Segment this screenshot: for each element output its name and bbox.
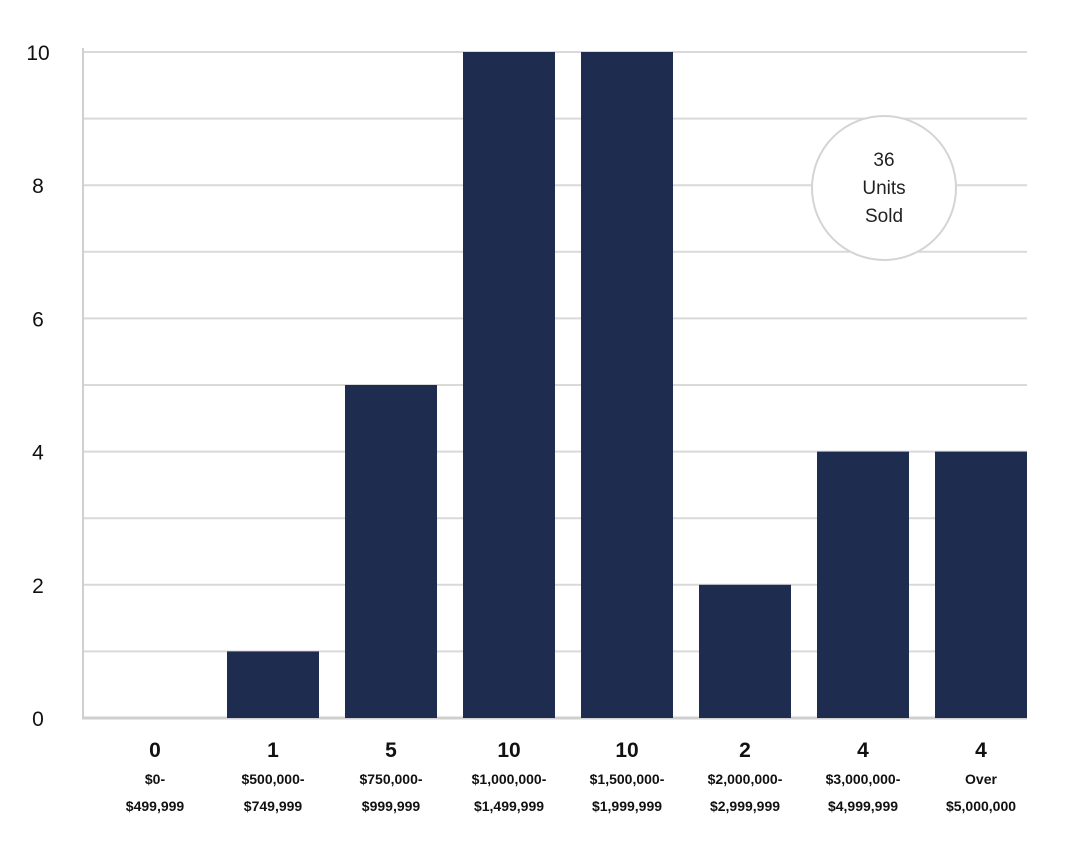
category-label: $749,999 (244, 798, 303, 814)
category-labels: $0- $499,999 $500,000- $749,999 $750,000- $99… (126, 771, 1016, 814)
badge-sold: Sold (865, 206, 903, 227)
category-label: $2,000,000- (708, 771, 783, 787)
bar-value-label: 1 (267, 739, 279, 762)
category-label: $750,000- (359, 771, 422, 787)
bar (817, 451, 909, 718)
category-label: $0- (145, 771, 166, 787)
category-label: $1,000,000- (472, 771, 547, 787)
bar-value-label: 2 (739, 739, 751, 762)
category-label: $999,999 (362, 798, 421, 814)
category-label: $1,999,999 (592, 798, 662, 814)
y-tick-label: 10 (26, 42, 49, 65)
bar-value-label: 0 (149, 739, 161, 762)
y-tick-label: 8 (32, 175, 44, 198)
bar (227, 651, 319, 718)
y-tick-label: 0 (32, 708, 44, 731)
badge-circle (811, 115, 957, 261)
units-sold-badge: 36 Units Sold (811, 115, 957, 261)
bar-value-label: 4 (975, 739, 987, 762)
y-tick-label: 4 (32, 442, 44, 465)
bar (935, 451, 1027, 718)
bar-value-label: 4 (857, 739, 869, 762)
bar-value-label: 5 (385, 739, 397, 762)
value-labels: 0 1 5 10 10 2 4 4 (149, 739, 987, 762)
bar-value-label: 10 (497, 739, 520, 762)
badge-count: 36 (873, 150, 894, 171)
category-label: $499,999 (126, 798, 185, 814)
badge-units: Units (862, 178, 905, 199)
y-tick-label: 2 (32, 575, 44, 598)
bar (699, 584, 791, 718)
category-label: $2,999,999 (710, 798, 780, 814)
category-label: $1,499,999 (474, 798, 544, 814)
bar (463, 52, 555, 718)
bar-value-label: 10 (615, 739, 638, 762)
category-label: $4,999,999 (828, 798, 898, 814)
category-label: Over (965, 771, 997, 787)
category-label: $5,000,000 (946, 798, 1016, 814)
category-label: $1,500,000- (590, 771, 665, 787)
y-tick-labels: 0 2 4 6 8 10 (26, 42, 49, 731)
y-tick-label: 6 (32, 308, 44, 331)
bar (345, 385, 437, 718)
bar (581, 52, 673, 718)
category-label: $500,000- (241, 771, 304, 787)
category-label: $3,000,000- (826, 771, 901, 787)
bars (227, 52, 1027, 718)
